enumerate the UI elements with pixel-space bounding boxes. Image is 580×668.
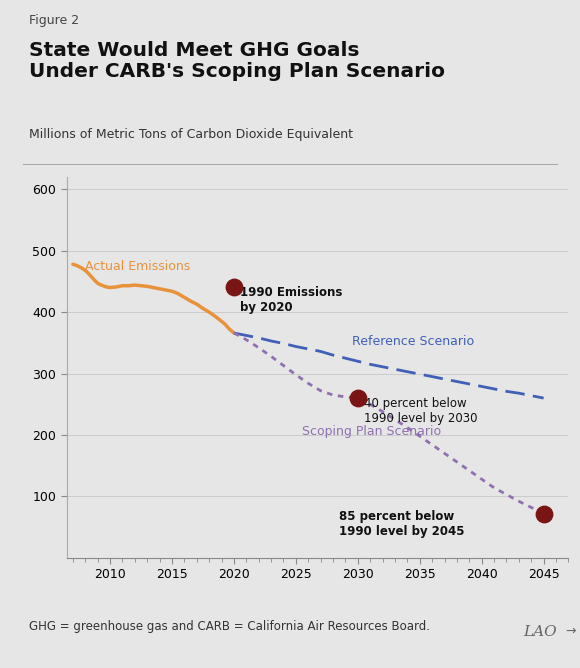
Text: 85 percent below
1990 level by 2045: 85 percent below 1990 level by 2045 xyxy=(339,510,465,538)
Text: 40 percent below
1990 level by 2030: 40 percent below 1990 level by 2030 xyxy=(364,397,477,425)
Text: GHG = greenhouse gas and CARB = California Air Resources Board.: GHG = greenhouse gas and CARB = Californ… xyxy=(29,620,430,633)
Text: Scoping Plan Scenario: Scoping Plan Scenario xyxy=(302,425,441,438)
Text: →: → xyxy=(566,625,576,637)
Text: 1990 Emissions
by 2020: 1990 Emissions by 2020 xyxy=(240,286,343,314)
Text: Actual Emissions: Actual Emissions xyxy=(85,261,191,273)
Text: Figure 2: Figure 2 xyxy=(29,13,79,27)
Point xyxy=(539,508,548,519)
Text: State Would Meet GHG Goals
Under CARB's Scoping Plan Scenario: State Would Meet GHG Goals Under CARB's … xyxy=(29,41,445,81)
Point xyxy=(353,393,362,403)
Point xyxy=(229,282,238,293)
Text: Reference Scenario: Reference Scenario xyxy=(351,335,474,348)
Text: LAO: LAO xyxy=(523,625,557,639)
Text: Millions of Metric Tons of Carbon Dioxide Equivalent: Millions of Metric Tons of Carbon Dioxid… xyxy=(29,128,353,141)
